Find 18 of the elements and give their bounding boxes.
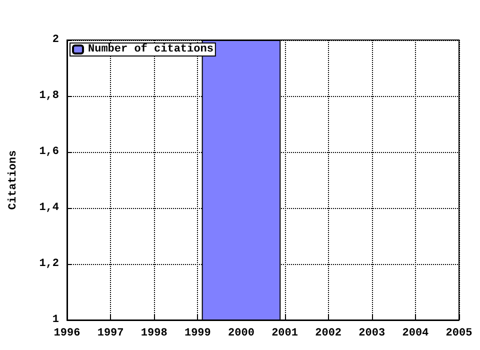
x-tick-label: 2001 xyxy=(272,328,298,340)
y-tick-label: 1,4 xyxy=(39,202,60,214)
x-tick-label: 2004 xyxy=(402,328,430,340)
y-tick-label: 2 xyxy=(52,34,59,46)
y-tick-label: 1 xyxy=(52,314,60,326)
y-tick-label: 1,2 xyxy=(39,258,59,270)
x-tick-label: 2005 xyxy=(446,328,473,340)
y-tick-label: 1,8 xyxy=(39,90,60,102)
x-tick-label: 1998 xyxy=(140,328,168,340)
x-tick-label: 1997 xyxy=(97,328,124,340)
x-tick-label: 2000 xyxy=(228,328,254,340)
x-tick-label: 1996 xyxy=(54,328,80,340)
x-tick-label: 2002 xyxy=(315,328,342,340)
legend-label: Number of citations xyxy=(88,42,214,56)
x-tick-label: 1999 xyxy=(184,328,211,340)
y-tick-label: 1,6 xyxy=(39,146,59,158)
y-axis-title: Citations xyxy=(8,150,20,210)
x-tick-label: 2003 xyxy=(358,328,386,340)
